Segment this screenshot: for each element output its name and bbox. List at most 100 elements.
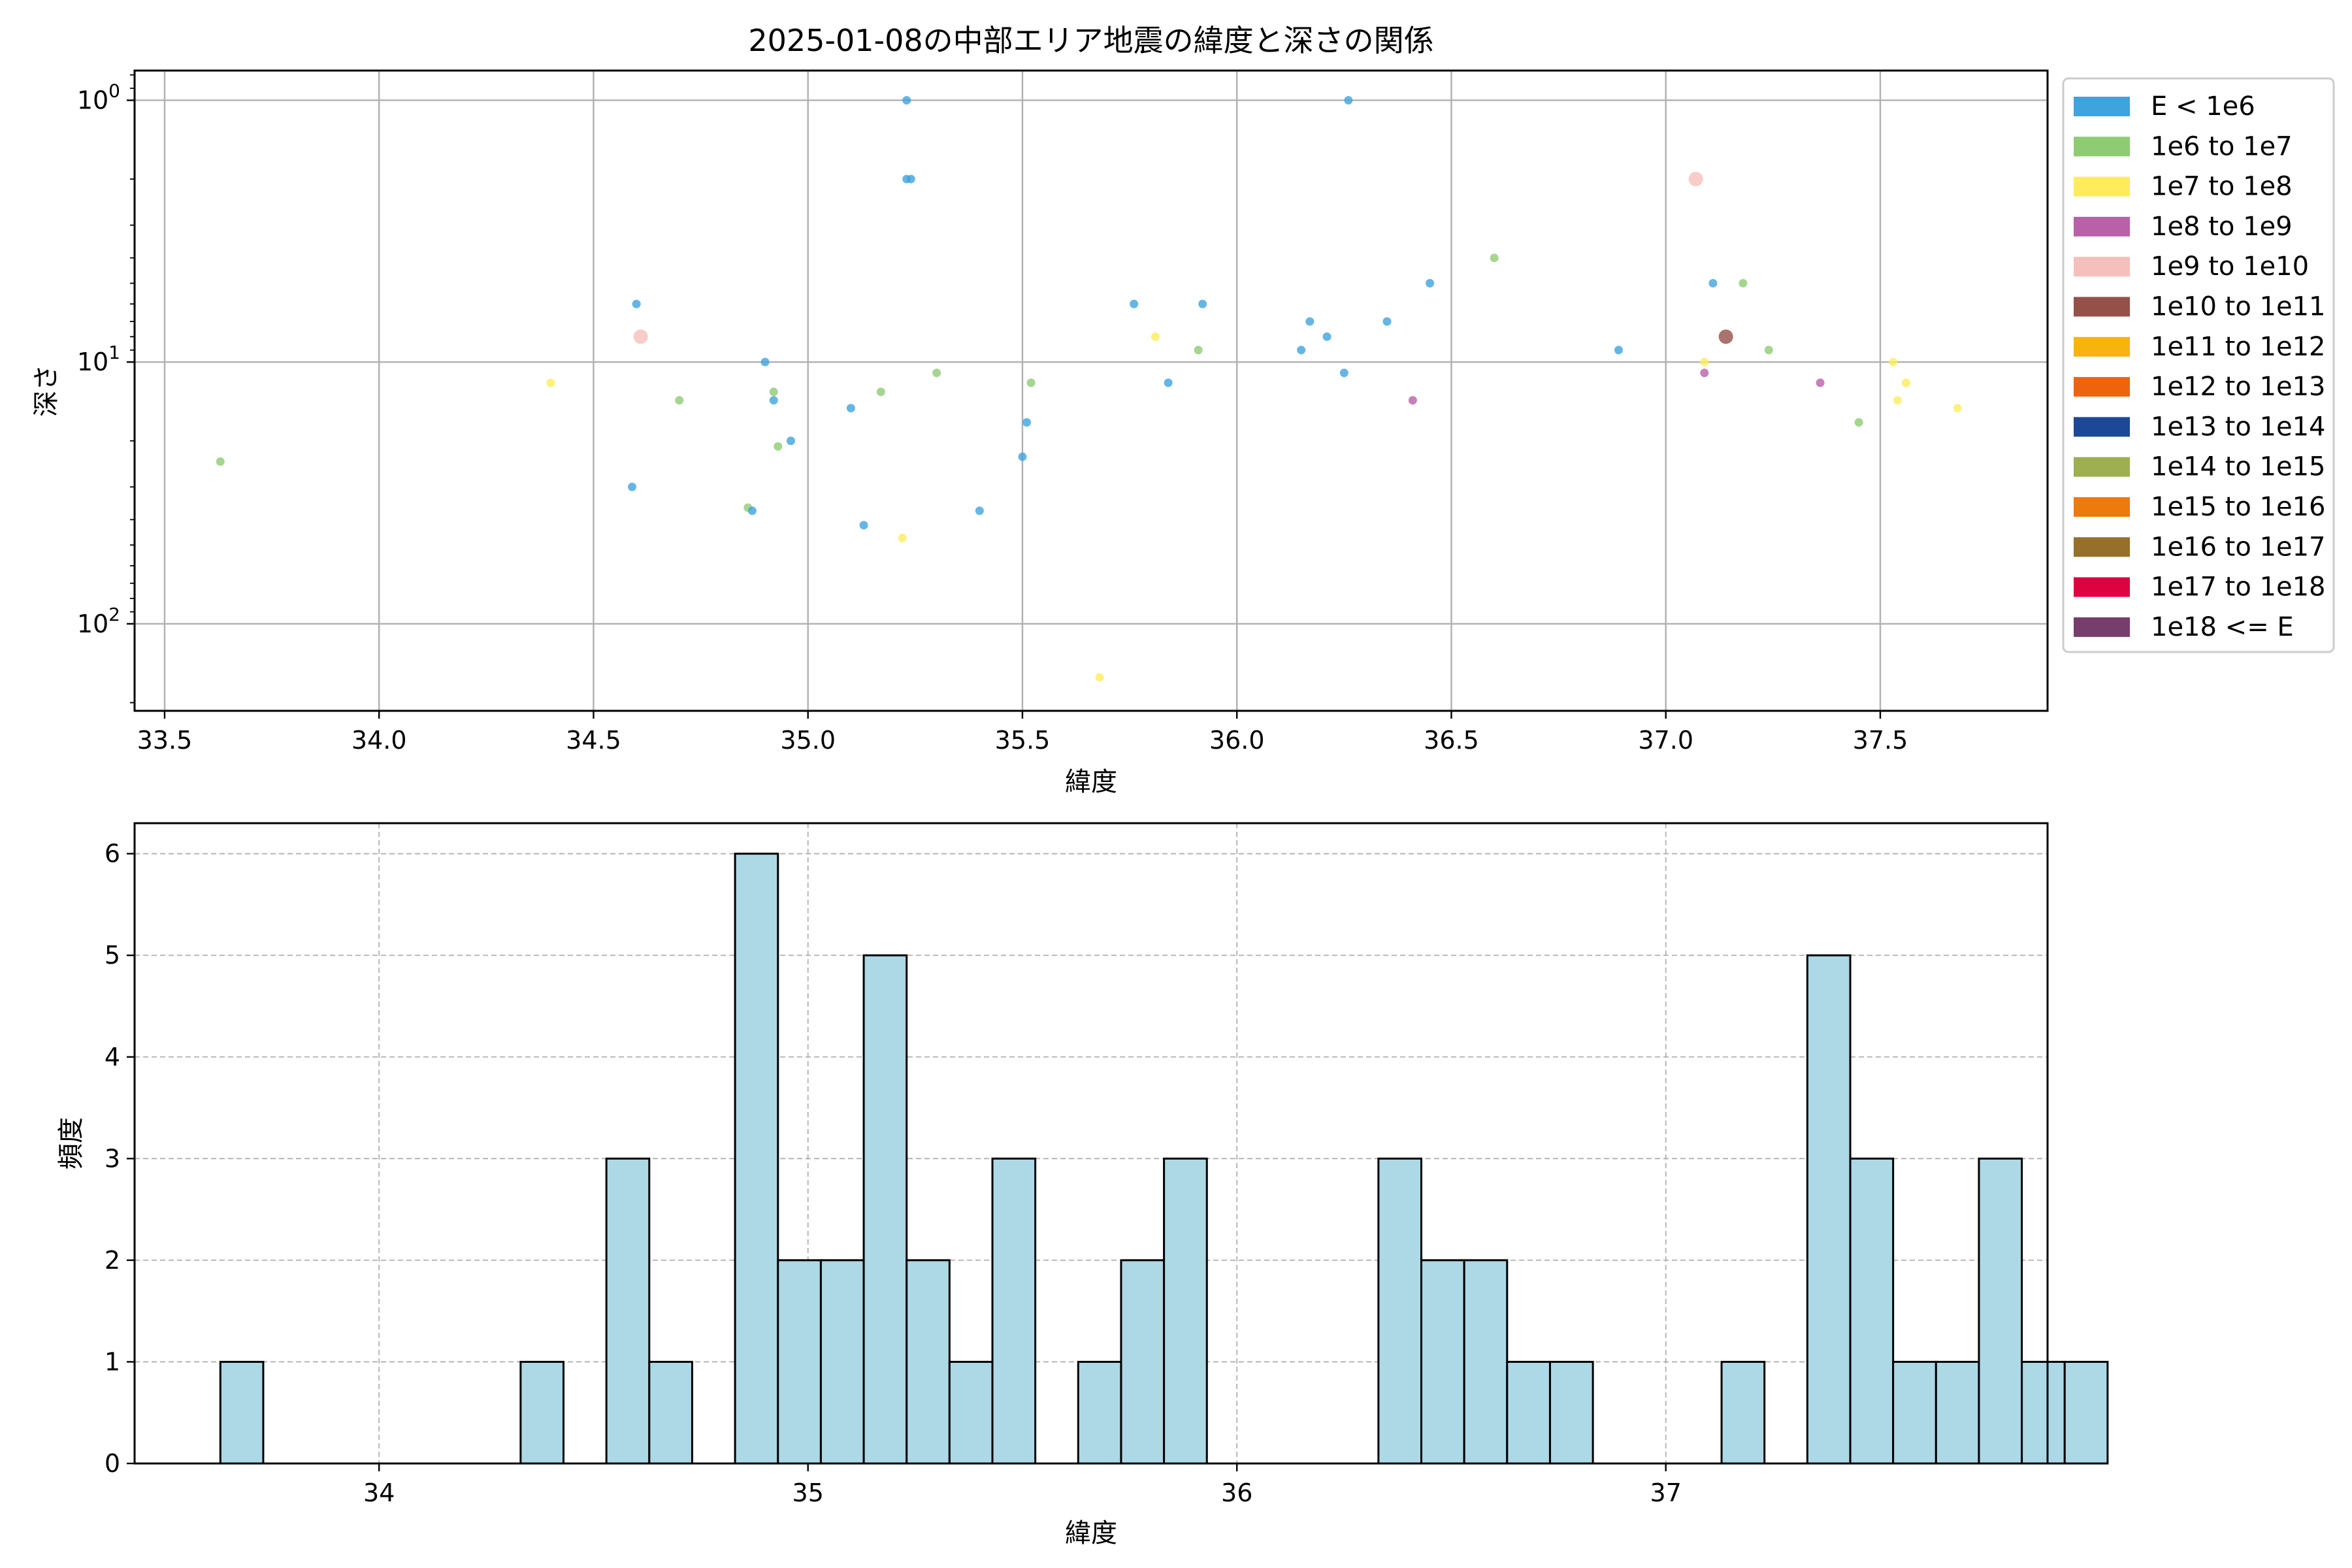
scatter-x-tick-label: 36.5	[1424, 726, 1479, 755]
legend-swatch	[2074, 137, 2130, 157]
legend-swatch	[2074, 176, 2130, 197]
scatter-y-tick-exponent: 0	[108, 80, 120, 101]
legend-label: 1e6 to 1e7	[2151, 131, 2293, 161]
scatter-point	[1426, 279, 1435, 288]
scatter-point	[1893, 396, 1902, 405]
histogram-bar	[948, 1360, 994, 1465]
scatter-x-tick-label: 34.5	[566, 726, 621, 755]
scatter-point	[1700, 357, 1709, 367]
histogram-bar	[777, 1259, 822, 1465]
histogram-bar	[1849, 1157, 1895, 1465]
histogram-bar	[1377, 1157, 1423, 1465]
scatter-point	[1164, 378, 1173, 387]
scatter-point	[902, 95, 911, 105]
scatter-point	[975, 506, 984, 515]
scatter-y-label: 深さ	[31, 365, 61, 417]
scatter-point	[786, 436, 795, 446]
histogram-bars	[219, 853, 2109, 1465]
scatter-point	[1718, 329, 1733, 344]
scatter-x-ticks: 33.5 34.0 34.5 35.0 35.5 36.0 36.5 37.0 37.5	[137, 711, 1908, 755]
histogram-x-tick-label: 36	[1221, 1478, 1252, 1507]
legend-swatch	[2074, 537, 2130, 557]
legend: E < 1e6 1e6 to 1e7 1e7 to 1e8 1e8 to 1e9 1e9…	[2062, 77, 2335, 653]
scatter-point	[774, 442, 783, 451]
scatter-point	[546, 378, 555, 387]
histogram-x-tick-label: 35	[792, 1478, 824, 1507]
scatter-x-tick-label: 36.0	[1209, 726, 1265, 755]
legend-label: 1e16 to 1e17	[2151, 532, 2326, 562]
scatter-point	[1739, 279, 1748, 288]
histogram-bar	[906, 1259, 951, 1465]
scatter-panel: 2025-01-08の中部エリア地震の緯度と深さの関係 33.5 34.0 34.5…	[31, 23, 2049, 797]
scatter-point	[1095, 673, 1104, 682]
histogram-x-tick-label: 37	[1650, 1478, 1682, 1507]
scatter-point	[859, 521, 868, 530]
histogram-bar	[1935, 1360, 1980, 1465]
histogram-bar	[648, 1360, 693, 1465]
scatter-point	[1854, 417, 1863, 427]
scatter-point	[632, 299, 641, 308]
histogram-y-tick-label: 4	[105, 1043, 120, 1071]
legend-swatch	[2074, 257, 2130, 277]
legend-label: 1e18 <= E	[2151, 612, 2294, 642]
scatter-point	[747, 506, 757, 515]
scatter-plot-frame	[133, 69, 2049, 712]
legend-label: 1e11 to 1e12	[2151, 332, 2326, 362]
legend-swatch	[2074, 297, 2130, 317]
histogram-x-ticks: 34 35 36 37	[363, 1463, 1682, 1507]
legend-label: E < 1e6	[2151, 91, 2255, 122]
scatter-x-label: 緯度	[1065, 767, 1117, 797]
legend-label: 1e14 to 1e15	[2151, 452, 2326, 482]
legend-label: 1e8 to 1e9	[2151, 212, 2293, 242]
histogram-bar	[1720, 1360, 1766, 1465]
scatter-y-tick-base: 10	[77, 348, 108, 376]
legend-label: 1e10 to 1e11	[2151, 292, 2326, 322]
histogram-y-tick-label: 0	[105, 1449, 120, 1478]
legend-swatch	[2074, 457, 2130, 477]
scatter-point	[675, 396, 684, 405]
legend-swatch	[2074, 216, 2130, 237]
scatter-point	[769, 387, 778, 397]
scatter-y-tick-label: 102	[77, 604, 120, 638]
histogram-bar	[734, 853, 779, 1465]
histogram-bar	[991, 1157, 1037, 1465]
legend-swatch	[2074, 377, 2130, 397]
scatter-y-tick-base: 10	[77, 610, 108, 638]
scatter-y-tick-label: 100	[77, 80, 120, 114]
histogram-bar	[1120, 1259, 1166, 1465]
legend-swatch	[2074, 417, 2130, 437]
legend-swatch	[2074, 497, 2130, 517]
scatter-y-tick-exponent: 2	[108, 604, 120, 625]
scatter-y-tick-exponent: 1	[108, 342, 120, 363]
histogram-y-tick-label: 5	[105, 941, 120, 970]
scatter-x-tick-label: 37.5	[1853, 726, 1908, 755]
scatter-point	[1022, 417, 1032, 427]
scatter-point	[628, 482, 637, 491]
histogram-y-tick-label: 6	[105, 840, 120, 868]
legend-swatch	[2074, 97, 2130, 116]
scatter-point	[1297, 346, 1306, 355]
scatter-x-tick-label: 34.0	[351, 726, 407, 755]
scatter-point	[1901, 378, 1910, 387]
legend-label: 1e15 to 1e16	[2151, 492, 2326, 522]
histogram-bar	[1077, 1360, 1122, 1465]
scatter-point	[1018, 452, 1027, 461]
histogram-y-label: 頻度	[56, 1117, 86, 1169]
scatter-point	[876, 387, 885, 397]
scatter-x-tick-label: 35.0	[780, 726, 836, 755]
scatter-x-tick-label: 37.0	[1638, 726, 1693, 755]
scatter-point	[1198, 299, 1207, 308]
scatter-point	[846, 404, 855, 413]
histogram-bar	[1548, 1360, 1594, 1465]
histogram-y-tick-label: 3	[105, 1144, 120, 1173]
scatter-point	[1194, 346, 1203, 355]
scatter-point	[1816, 378, 1825, 387]
scatter-point	[1339, 368, 1348, 378]
histogram-x-tick-label: 34	[363, 1478, 395, 1507]
histogram-bar	[1978, 1157, 2023, 1465]
legend-label: 1e13 to 1e14	[2151, 412, 2326, 442]
legend-label: 1e12 to 1e13	[2151, 372, 2326, 402]
histogram-x-label: 緯度	[1065, 1518, 1117, 1548]
